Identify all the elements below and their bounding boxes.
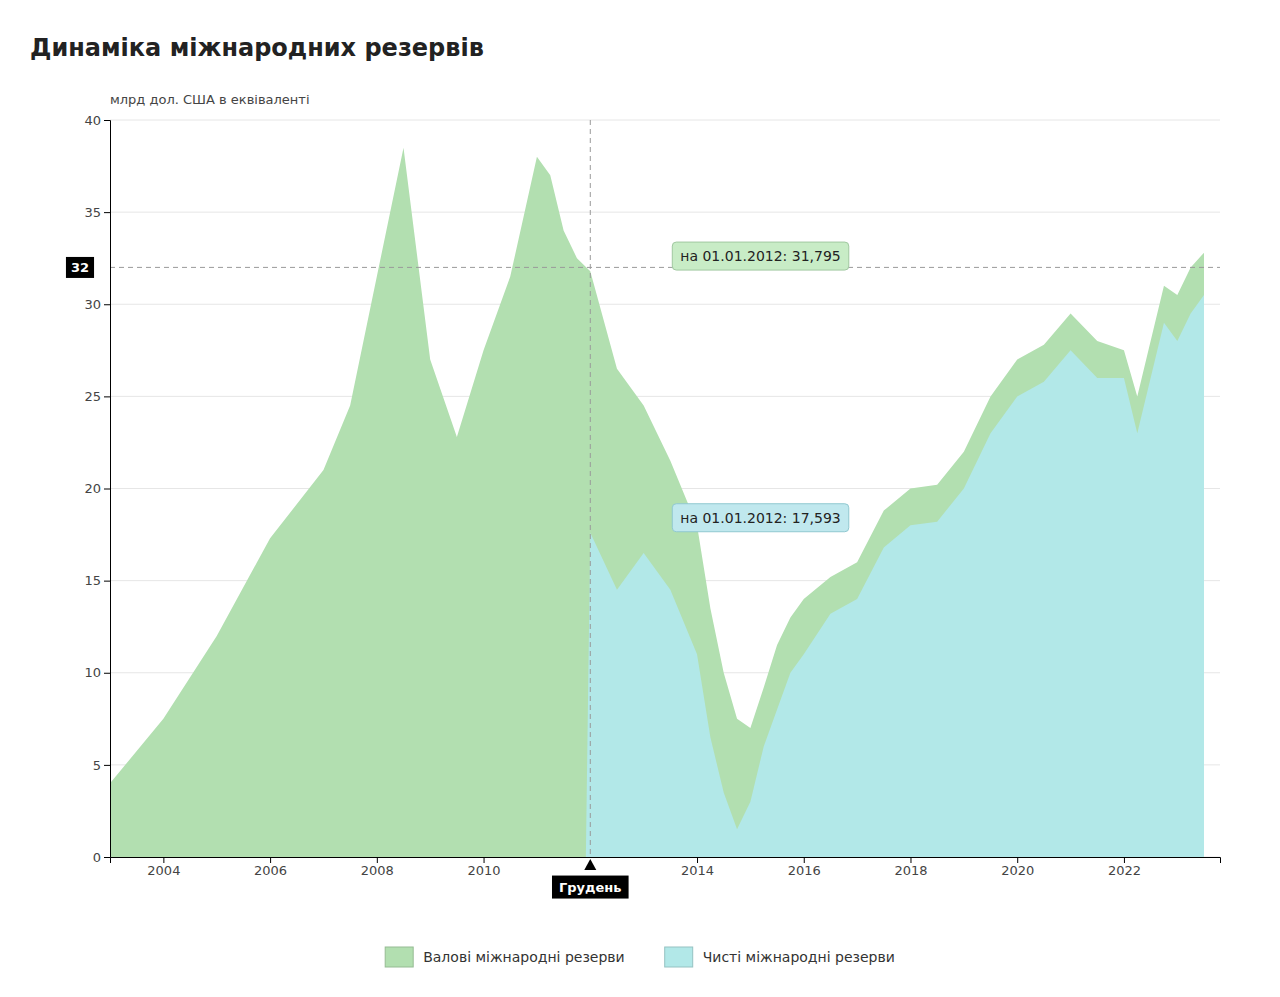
y-tick-mark — [104, 212, 110, 213]
legend-label: Валові міжнародні резерви — [423, 949, 625, 965]
y-tick-mark — [104, 857, 110, 858]
x-tick-label: 2008 — [361, 863, 394, 878]
x-tick: 2008 — [361, 857, 394, 878]
x-tick: 2018 — [894, 857, 927, 878]
grid-line — [110, 120, 1220, 121]
y-tick-mark — [104, 489, 110, 490]
x-tick-mark — [484, 857, 485, 863]
y-tick: 20 — [84, 481, 110, 496]
annotations: на 01.01.2012: 31,795 на 01.01.2012: 17,5… — [672, 242, 849, 532]
reference-labels: Грудень 32 — [66, 257, 629, 899]
title: Динаміка міжнародних резервів — [30, 34, 484, 62]
legend-item: Валові міжнародні резерви — [385, 947, 625, 967]
reference-marker — [584, 859, 596, 870]
annotation-box — [672, 242, 849, 270]
y-tick-mark — [104, 396, 110, 397]
x-tick-label: 2022 — [1108, 863, 1141, 878]
x-axis-line — [111, 858, 1221, 864]
y-tick: 35 — [84, 205, 110, 220]
y-tick-label: 20 — [84, 481, 101, 496]
y-tick: 30 — [84, 297, 110, 312]
area — [110, 148, 1204, 857]
y-tick-label: 0 — [93, 850, 101, 865]
legend-item: Чисті міжнародні резерви — [665, 947, 895, 967]
y-axis-label: млрд дол. США в еквіваленті — [110, 92, 310, 107]
y-axis-line — [104, 121, 111, 858]
y-tick-label: 15 — [84, 573, 101, 588]
annotation: на 01.01.2012: 17,593 — [672, 504, 849, 532]
y-tick-mark — [104, 581, 110, 582]
x-tick: 2010 — [468, 857, 501, 878]
grid-line — [110, 212, 1220, 213]
y-tick-label: 10 — [84, 665, 101, 680]
x-tick-label: 2010 — [468, 863, 501, 878]
y-tick-label: 5 — [93, 758, 101, 773]
y-tick-label: 30 — [84, 297, 101, 312]
x-tick-mark — [910, 857, 911, 863]
grid-line — [110, 304, 1220, 305]
legend-label: Чисті міжнародні резерви — [703, 949, 895, 965]
x-tick-mark — [270, 857, 271, 863]
x-tick-label: 2018 — [894, 863, 927, 878]
x-axis: 2004 2006 2008 2010 2014 2016 2018 2020 2022 — [111, 857, 1221, 878]
x-tick-mark — [804, 857, 805, 863]
reference-lines — [110, 120, 1220, 857]
x-tick: 2006 — [254, 857, 287, 878]
y-tick: 10 — [84, 665, 110, 680]
legend-swatch — [385, 947, 413, 967]
x-tick: 2004 — [147, 857, 180, 878]
x-tick: 2014 — [681, 857, 714, 878]
x-tick-label: 2014 — [681, 863, 714, 878]
y-tick-mark — [104, 765, 110, 766]
y-tick-mark — [104, 673, 110, 674]
x-tick-label: 2006 — [254, 863, 287, 878]
annotation: на 01.01.2012: 31,795 — [672, 242, 849, 270]
x-tick-mark — [1017, 857, 1018, 863]
x-tick-label: 2016 — [788, 863, 821, 878]
reference-label: 32 — [71, 260, 89, 275]
annotation-text: на 01.01.2012: 31,795 — [680, 248, 841, 264]
x-tick-mark — [697, 857, 698, 863]
annotation-box — [672, 504, 849, 532]
x-tick: 2016 — [788, 857, 821, 878]
x-tick-mark — [377, 857, 378, 863]
x-tick-label: 2004 — [147, 863, 180, 878]
reference-label-box — [66, 257, 94, 278]
chart: Динаміка міжнародних резервів млрд дол. С… — [0, 0, 1280, 997]
annotation-text: на 01.01.2012: 17,593 — [680, 510, 841, 526]
y-tick-label: 40 — [84, 113, 101, 128]
x-tick: 2020 — [1001, 857, 1034, 878]
x-tick-mark — [1124, 857, 1125, 863]
plot: 2004 2006 2008 2010 2014 2016 2018 2020 2022 0 5 10… — [66, 113, 1221, 899]
area — [110, 295, 1204, 857]
y-tick: 25 — [84, 389, 110, 404]
reference-label: Грудень — [559, 880, 622, 895]
y-tick: 0 — [93, 850, 110, 865]
x-tick-mark — [163, 857, 164, 863]
y-tick-mark — [104, 304, 110, 305]
reference-label-box — [552, 876, 629, 899]
y-axis: 0 5 10 15 20 25 30 35 40 — [84, 113, 110, 865]
x-tick-label: 2020 — [1001, 863, 1034, 878]
y-tick: 40 — [84, 113, 110, 128]
y-tick: 5 — [93, 758, 110, 773]
x-tick: 2022 — [1108, 857, 1141, 878]
data-areas — [110, 148, 1204, 857]
horizontal-reference-line — [110, 267, 1220, 268]
y-tick-label: 25 — [84, 389, 101, 404]
vertical-reference-line — [590, 120, 591, 857]
legend: Валові міжнародні резерви Чисті міжнародн… — [385, 947, 895, 967]
grid — [110, 120, 1220, 857]
y-tick-mark — [104, 120, 110, 121]
y-tick: 15 — [84, 573, 110, 588]
legend-swatch — [665, 947, 693, 967]
y-tick-label: 35 — [84, 205, 101, 220]
